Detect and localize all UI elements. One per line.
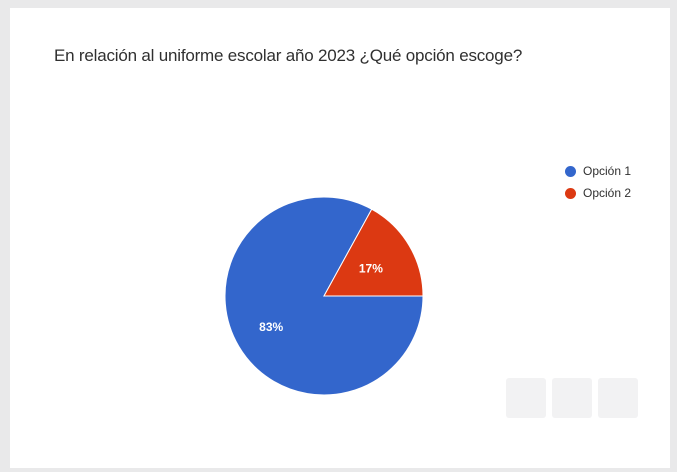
pie-slice-opcion-2[interactable] — [323, 208, 424, 297]
legend-swatch-opcion-2 — [565, 187, 576, 199]
slice-label-opcion-2: 17% — [359, 261, 383, 275]
chart-title: En relación al uniforme escolar año 2023… — [54, 46, 523, 65]
pie-labels: 83% 17% — [259, 261, 383, 334]
copy-chart-icon[interactable] — [506, 378, 546, 418]
legend-swatch-opcion-1 — [565, 165, 576, 177]
chart-card: En relación al uniforme escolar año 2023… — [10, 8, 670, 468]
legend-label-opcion-2: Opción 2 — [583, 186, 632, 200]
download-chart-icon[interactable] — [598, 378, 638, 418]
pie-chart: 83% 17% — [224, 196, 424, 396]
legend-item-opcion-1[interactable]: Opción 1 — [565, 160, 631, 182]
legend-label-opcion-1: Opción 1 — [583, 164, 632, 178]
chart-toolbar — [506, 378, 638, 418]
fullscreen-chart-icon[interactable] — [552, 378, 592, 418]
chart-legend: Opción 1 Opción 2 — [565, 160, 631, 204]
slice-label-opcion-1: 83% — [259, 320, 283, 334]
legend-item-opcion-2[interactable]: Opción 2 — [565, 182, 631, 204]
pie-slices — [224, 196, 424, 396]
